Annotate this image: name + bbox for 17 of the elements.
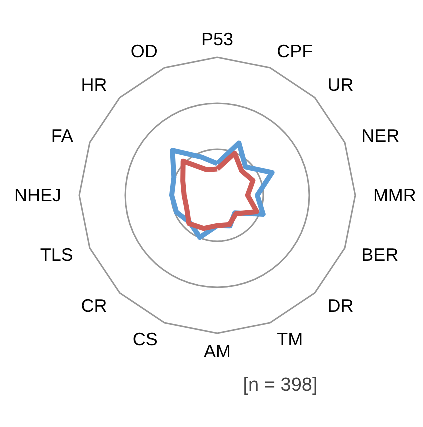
spoke-label: TLS <box>40 245 74 266</box>
spoke-label: MMR <box>373 186 416 206</box>
spoke-label: NHEJ <box>14 186 62 206</box>
spoke-label: HR <box>81 75 108 96</box>
spoke-label: CR <box>81 296 108 316</box>
spoke-label: AM <box>204 341 231 362</box>
spoke-label: P53 <box>201 30 234 50</box>
text: [n = 398] <box>243 375 318 396</box>
spoke-label: CS <box>132 330 158 350</box>
spoke-label: TM <box>277 330 304 350</box>
spoke-label: UR <box>328 75 354 96</box>
spoke-label: NER <box>362 126 400 146</box>
spoke-label: BER <box>362 245 399 266</box>
spoke-label: CPF <box>277 41 314 62</box>
spoke-label: FA <box>51 126 74 146</box>
spoke-label: DR <box>328 296 354 316</box>
spoke-label: OD <box>130 41 158 62</box>
